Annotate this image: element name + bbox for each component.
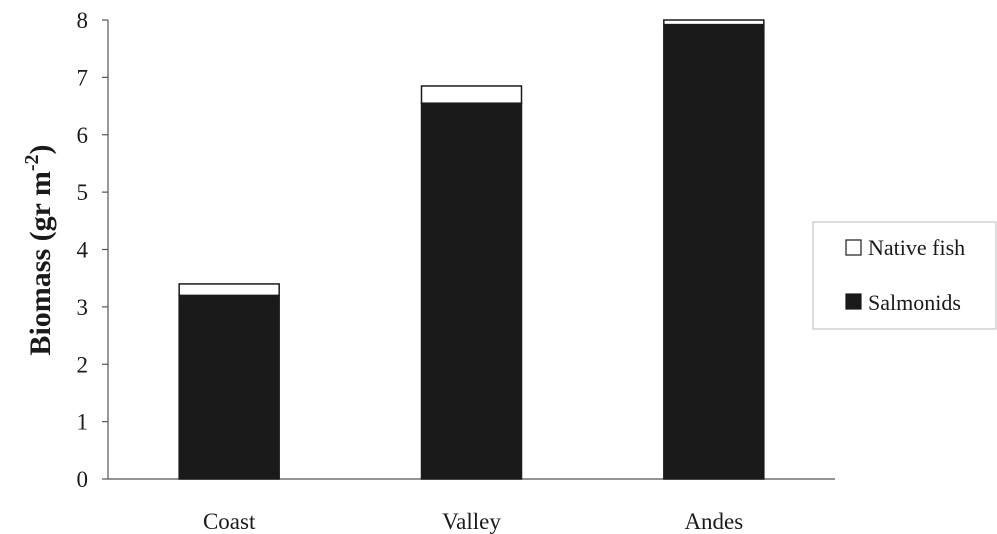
y-tick-label: 3 — [77, 295, 89, 320]
x-category-label: Valley — [442, 509, 501, 534]
y-tick-label: 2 — [77, 352, 89, 377]
bar-andes-salmonids — [663, 23, 765, 480]
x-axis-categories: Coast Valley Andes — [203, 509, 743, 534]
bar-valley-native-fish — [420, 85, 523, 104]
y-tick-label: 8 — [77, 8, 89, 33]
y-axis-title-close: ) — [24, 144, 57, 154]
y-tick-label: 7 — [77, 65, 89, 90]
legend-box — [812, 221, 997, 330]
legend-swatch-native-fish — [845, 239, 862, 256]
y-tick-label: 6 — [77, 123, 89, 148]
legend-label-salmonids: Salmonids — [868, 290, 961, 315]
bar-valley-salmonids — [420, 102, 523, 480]
bar-coast-salmonids — [178, 294, 280, 480]
y-axis-title-exponent: -2 — [21, 154, 43, 171]
y-tick-label: 1 — [77, 410, 89, 435]
bar-coast-native-fish — [178, 283, 280, 297]
legend: Native fish Salmonids — [812, 221, 997, 330]
y-axis-ticks: 0 1 2 3 4 5 6 7 8 — [77, 8, 108, 492]
x-category-label: Andes — [684, 509, 743, 534]
y-tick-label: 0 — [77, 467, 89, 492]
bars — [178, 19, 765, 480]
y-axis-title-main: Biomass (gr m — [24, 171, 57, 355]
y-axis-title: Biomass (gr m-2) — [21, 144, 57, 355]
legend-swatch-salmonids — [845, 293, 862, 310]
bar-andes-native-fish — [663, 19, 765, 26]
x-category-label: Coast — [203, 509, 256, 534]
y-tick-label: 4 — [77, 238, 89, 263]
legend-label-native-fish: Native fish — [868, 235, 965, 260]
y-tick-label: 5 — [77, 180, 89, 205]
